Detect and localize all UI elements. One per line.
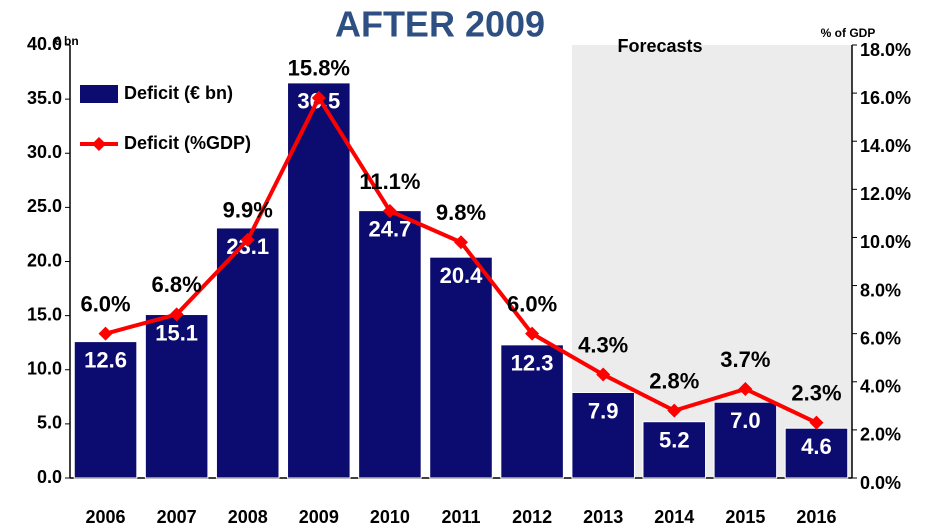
y-tick-label: 5.0 — [37, 413, 62, 433]
y2-tick-label: 2.0% — [860, 425, 901, 445]
y-tick-label: 30.0 — [27, 142, 62, 162]
y-tick-label: 20.0 — [27, 250, 62, 270]
line-value-label: 6.0% — [80, 291, 130, 316]
line-marker — [98, 326, 113, 341]
legend-label: Deficit (€ bn) — [124, 83, 233, 103]
x-tick-label: 2015 — [725, 507, 765, 527]
y2-tick-label: 14.0% — [860, 136, 911, 156]
x-tick-label: 2011 — [441, 507, 480, 527]
y-tick-label: 15.0 — [27, 304, 62, 324]
line-value-label: 2.3% — [791, 380, 841, 405]
line-value-label: 4.3% — [578, 332, 628, 357]
line-marker — [454, 235, 468, 250]
x-tick-label: 2007 — [157, 507, 197, 527]
bar — [215, 227, 280, 479]
bar — [500, 344, 564, 479]
bar — [358, 210, 422, 479]
y2-tick-label: 6.0% — [860, 328, 901, 348]
line-marker — [667, 403, 682, 418]
line-value-label: 15.8% — [288, 56, 350, 81]
line-marker — [596, 367, 611, 382]
x-tick-label: 2014 — [654, 507, 694, 527]
line-value-label: 9.8% — [436, 200, 486, 225]
bar-value-label: 7.0 — [730, 408, 761, 433]
y-tick-label: 40.0 — [27, 34, 62, 54]
line-value-label: 11.1% — [359, 169, 420, 194]
y2-tick-label: 0.0% — [860, 473, 901, 493]
x-tick-label: 2006 — [86, 507, 126, 527]
legend-marker — [92, 137, 106, 151]
line-value-label: 2.8% — [649, 368, 699, 393]
y2-tick-label: 10.0% — [860, 232, 911, 252]
line-marker — [738, 381, 753, 396]
y2-tick-label: 12.0% — [860, 184, 911, 204]
line-marker — [382, 203, 397, 218]
line-marker — [809, 415, 824, 430]
bar — [144, 314, 209, 479]
chart-title: AFTER 2009 — [335, 4, 545, 45]
bar — [642, 421, 707, 479]
y-tick-label: 10.0 — [27, 359, 62, 379]
annotation: Forecasts — [617, 36, 702, 56]
x-tick-label: 2013 — [583, 507, 623, 527]
line-value-label: 3.7% — [720, 347, 770, 372]
x-tick-label: 2008 — [228, 507, 268, 527]
line-marker — [525, 326, 540, 341]
x-tick-label: 2016 — [796, 507, 836, 527]
y-axis-label: € bn — [54, 34, 79, 48]
y2-tick-label: 4.0% — [860, 377, 901, 397]
y-tick-label: 0.0 — [37, 467, 62, 487]
bar-value-label: 20.4 — [440, 263, 484, 288]
x-tick-label: 2009 — [299, 507, 339, 527]
line-marker — [240, 232, 255, 247]
x-tick-label: 2012 — [512, 507, 552, 527]
bar-value-label: 5.2 — [659, 428, 690, 453]
y2-tick-label: 8.0% — [860, 280, 901, 300]
bar-value-label: 24.7 — [368, 216, 411, 241]
bar-value-label: 15.1 — [155, 320, 198, 345]
line-value-label: 6.0% — [507, 291, 557, 316]
bar — [571, 391, 635, 479]
bar — [73, 341, 138, 479]
bar — [287, 82, 351, 479]
bar-value-label: 12.6 — [84, 347, 127, 372]
line-marker — [169, 307, 184, 322]
bar — [429, 256, 493, 479]
y2-tick-label: 18.0% — [860, 40, 911, 60]
legend-label: Deficit (%GDP) — [124, 133, 251, 153]
x-tick-label: 2010 — [370, 507, 410, 527]
legend-swatch — [80, 85, 118, 103]
bar-value-label: 7.9 — [588, 398, 619, 423]
bar-value-label: 4.6 — [801, 434, 832, 459]
y2-tick-label: 16.0% — [860, 88, 911, 108]
y-tick-label: 35.0 — [27, 88, 62, 108]
line-value-label: 6.8% — [152, 272, 202, 297]
line-value-label: 9.9% — [223, 198, 273, 223]
y2-axis-label: % of GDP — [821, 26, 876, 40]
line-marker — [311, 90, 326, 105]
bar — [713, 401, 778, 479]
y-tick-label: 25.0 — [27, 196, 62, 216]
bar-value-label: 12.3 — [511, 351, 554, 376]
